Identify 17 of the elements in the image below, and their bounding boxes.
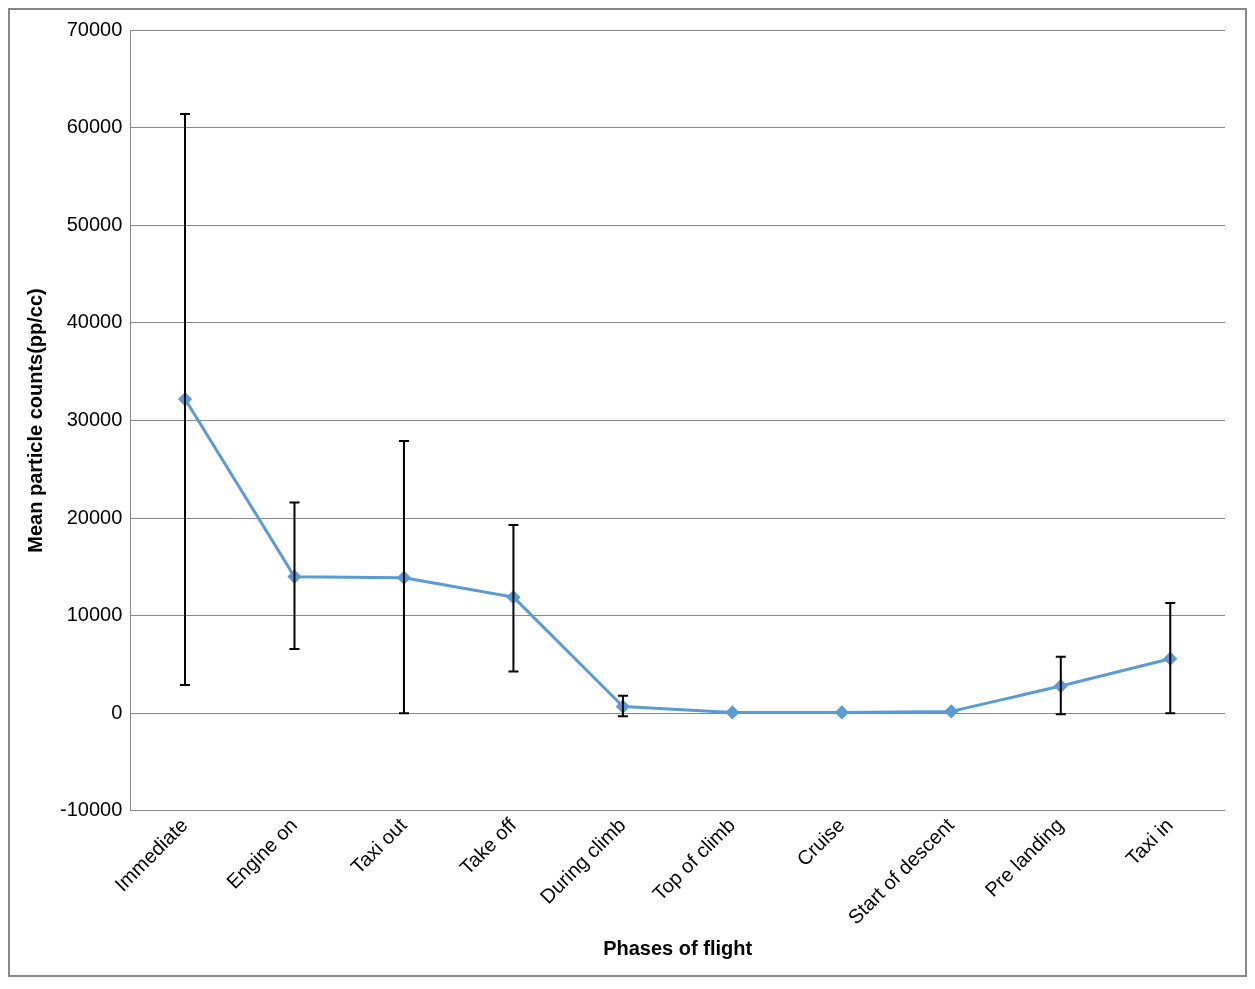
y-tick-label: 40000 [66, 310, 123, 333]
y-tick-label: 70000 [66, 17, 123, 40]
y-tick-label: 60000 [66, 115, 123, 138]
y-tick-label: 20000 [66, 505, 123, 528]
y-tick-label: 10000 [66, 603, 123, 626]
point [944, 704, 958, 718]
y-tick-label: -10000 [59, 798, 123, 821]
x-tick-label: Taxi out [346, 813, 411, 878]
y-tick-label: 30000 [66, 408, 123, 431]
x-tick-label: Take off [455, 813, 521, 879]
x-tick-label: Taxi in [1121, 813, 1177, 870]
x-axis-title: Phases of flight [603, 936, 753, 959]
y-tick-label: 50000 [66, 212, 123, 235]
y-tick-label: 0 [111, 700, 123, 723]
y-axis-title: Mean particle counts(pp/cc) [23, 288, 46, 553]
point [835, 705, 849, 719]
point [725, 705, 739, 719]
